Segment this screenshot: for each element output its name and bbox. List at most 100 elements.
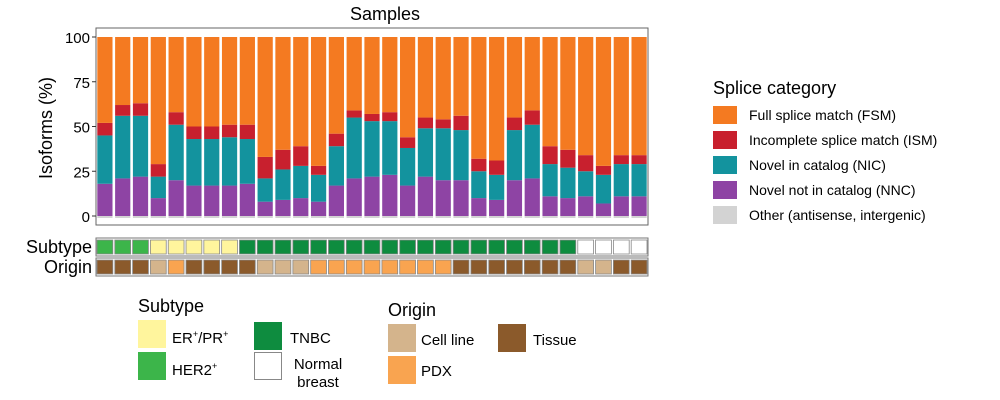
bar-segment-3-17 [400,37,416,138]
legend-label-pdx: PDX [421,363,452,380]
bar-segment-1-4 [168,124,184,181]
bar-other-0 [97,216,113,218]
bar-segment-2-5 [186,126,202,140]
chart-title: Samples [350,4,420,24]
annotation-cell [612,239,630,255]
annotation-cell [185,259,203,275]
bar-other-2 [132,216,149,218]
bar-segment-1-11 [293,165,309,199]
bar-segment-2-9 [257,156,273,179]
bar-segment-3-8 [239,37,255,125]
annotation-cell [221,239,238,255]
bar-other-28 [595,216,612,218]
bar-segment-3-25 [542,37,558,147]
bar-other-11 [293,216,309,218]
legend-title: Splice category [713,78,837,98]
annotation-cell [381,259,399,275]
bar-segment-1-26 [560,167,576,199]
annotation-cell [381,239,399,255]
bar-segment-2-29 [613,155,629,165]
legend-label-er-pr: ER+/PR+ [172,329,229,347]
annotation-cell [399,239,416,255]
bar-segment-2-22 [489,160,505,175]
bar-segment-2-21 [471,158,487,172]
bar-segment-1-24 [524,124,540,179]
bar-segment-0-10 [275,199,291,216]
bar-segment-0-18 [417,176,434,216]
bar-other-22 [489,216,505,218]
annotation-cell [488,259,505,275]
bar-segment-3-14 [346,37,362,111]
bar-segment-2-30 [631,155,647,165]
legend-swatch-pdx [388,356,416,384]
bar-other-29 [613,216,629,218]
bar-segment-2-14 [346,110,362,118]
annotation-cell [345,239,363,255]
y-tick-label: 100 [65,30,90,47]
bar-segment-1-18 [417,128,434,177]
legend-swatch-cell-line [388,324,416,352]
bar-segment-3-12 [310,37,327,166]
annotation-cell [114,259,132,275]
bar-segment-2-17 [400,137,416,148]
bar-segment-0-23 [506,180,523,216]
annotation-cell [541,259,559,275]
bar-segment-2-19 [435,119,451,129]
bar-other-13 [328,216,344,218]
legend-swatch-normal-breast [254,352,282,380]
y-tick-label: 75 [73,75,90,92]
annotation-cell [310,259,327,275]
legend-label-tissue: Tissue [533,332,577,349]
bar-segment-3-2 [132,37,149,104]
bar-segment-0-6 [204,185,220,216]
y-axis: 100 75 50 25 0 [65,30,96,226]
bar-segment-2-24 [524,110,540,125]
bar-segment-2-12 [310,165,327,175]
bar-other-7 [221,216,238,218]
plot-area [95,27,649,226]
bar-other-9 [257,216,273,218]
bar-segment-3-27 [578,37,594,156]
annotation-cell [577,239,594,255]
bar-segment-3-29 [613,37,629,156]
annotation-cell [452,239,470,255]
annotation-cell [256,259,274,275]
annotation-cell [399,259,416,275]
annotation-cell [292,239,310,255]
y-tick-label: 0 [82,209,90,226]
legend-swatch [713,106,737,124]
bar-segment-1-5 [186,139,202,186]
annotation-cell [506,239,523,255]
annotation-cell [630,239,648,255]
y-tick-label: 25 [73,164,90,181]
legend-swatch-tissue [498,324,526,352]
bar-other-21 [471,216,487,218]
bar-other-24 [524,216,540,218]
annotation-cell [612,259,630,275]
bar-other-6 [204,216,220,218]
annotation-cell [363,239,381,255]
bar-segment-0-11 [293,198,309,216]
bar-segment-2-1 [115,105,131,116]
bar-segment-0-5 [186,185,202,216]
bar-segment-3-21 [471,37,487,159]
bar-segment-2-13 [328,133,344,147]
bar-segment-3-9 [257,37,273,157]
bar-segment-3-22 [489,37,505,161]
y-axis-label: Isoforms (%) [36,77,56,179]
bar-segment-2-7 [221,124,238,138]
annotation-cell [203,239,221,255]
annotation-cell [541,239,559,255]
bar-segment-1-23 [506,130,523,181]
bar-segment-2-25 [542,146,558,165]
bar-other-3 [150,216,166,218]
bar-other-10 [275,216,291,218]
annotation-cell [417,239,434,255]
bar-segment-0-17 [400,185,416,216]
bar-segment-3-6 [204,37,220,127]
annotation-cell [417,259,434,275]
bar-segment-1-30 [631,164,647,197]
bar-segment-1-28 [595,174,612,204]
